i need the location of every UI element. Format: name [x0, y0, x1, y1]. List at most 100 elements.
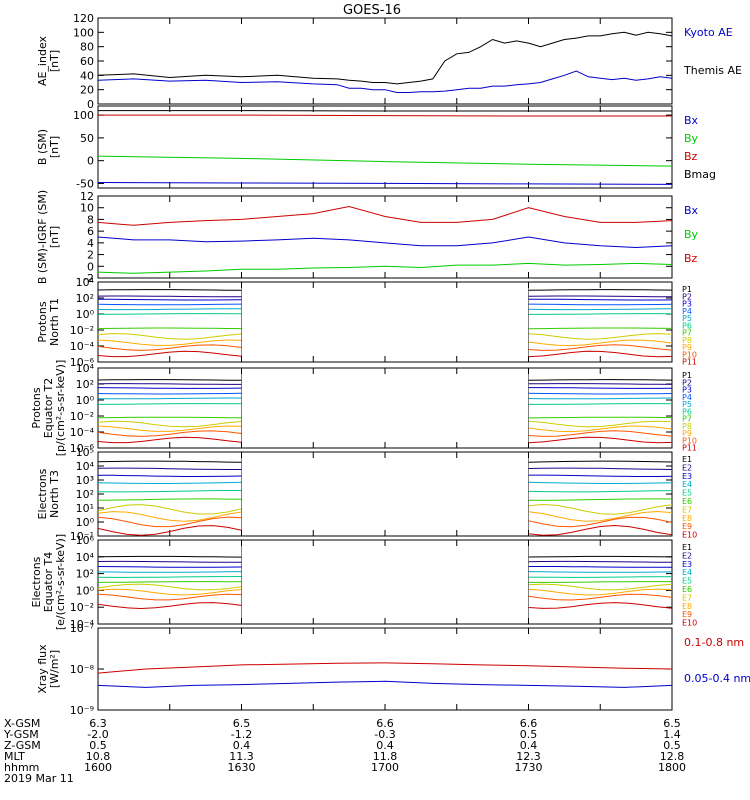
channel-6-E4-a [97, 481, 242, 484]
xaxis-row-label-Z-GSM: Z-GSM [4, 739, 41, 752]
channel-6-E8-b [528, 510, 673, 522]
series-1-Kyoto AE [97, 70, 673, 93]
channel-6-E5-b [528, 490, 673, 493]
ytick-label-1-5: 100 [73, 26, 94, 39]
channel-6-E6-a [97, 498, 242, 501]
xaxis-row-label-Y-GSM: Y-GSM [3, 728, 39, 741]
legend-4-P1: P1 [682, 285, 692, 294]
channel-4-P1-a [97, 289, 242, 291]
ylabel-5-1: Equator T2 [42, 378, 55, 438]
channel-5-P6-a [97, 403, 242, 405]
channel-4-P5-a [97, 308, 242, 311]
legend-4-P3: P3 [682, 300, 692, 309]
channel-6-E7-a [97, 504, 242, 515]
ytick-label-1-6: 120 [73, 12, 94, 25]
panel-frame-6 [97, 451, 673, 537]
xaxis-value-Y-GSM-4: 1.4 [663, 728, 681, 741]
xaxis-value-MLT-0: 10.8 [86, 750, 111, 763]
ytick-label-3-0: -2 [83, 272, 94, 285]
ylabel-7-1: Equator T4 [42, 552, 55, 612]
channel-6-E1-b [528, 460, 673, 463]
legend-6-E6: E6 [682, 497, 692, 506]
channel-7-E10-b [528, 602, 673, 609]
channel-6-E9-a [97, 516, 242, 528]
channel-7-E1-b [528, 555, 673, 558]
channel-5-P9-b [528, 425, 673, 433]
channel-7-E1-a [97, 555, 242, 558]
ylabel-6-1: North T3 [48, 470, 61, 518]
channel-5-P3-a [97, 387, 242, 389]
legend-1-0: Kyoto AE [684, 26, 733, 39]
channel-4-P10-a [97, 344, 242, 351]
ytick-label-7-3: 10² [76, 568, 94, 581]
ytick-label-6-6: 10⁵ [76, 446, 94, 459]
channel-6-E4-b [528, 481, 673, 484]
legend-5-P7: P7 [682, 415, 692, 424]
channel-6-E3-b [528, 474, 673, 477]
xaxis-value-X-GSM-3: 6.6 [520, 717, 538, 730]
xaxis-value-hhmm-2: 1700 [371, 761, 399, 774]
legend-5-P5: P5 [682, 400, 692, 409]
channel-6-E7-b [528, 503, 673, 515]
ytick-label-3-6: 10 [80, 202, 94, 215]
series-1-Themis AE [97, 31, 673, 85]
xaxis-value-Y-GSM-0: -2.0 [87, 728, 108, 741]
xaxis-value-Z-GSM-4: 0.5 [663, 739, 681, 752]
series-2-Bz [98, 114, 672, 117]
legend-6-E7: E7 [682, 505, 692, 514]
channel-4-P4-b [528, 303, 673, 306]
channel-5-P4-b [528, 392, 673, 395]
channel-4-P5-b [528, 308, 673, 311]
series-2-Bx [97, 182, 673, 185]
channel-5-P4-a [97, 392, 242, 395]
ytick-label-2-2: 50 [80, 132, 94, 145]
ytick-label-2-0: -50 [76, 177, 94, 190]
ytick-label-4-4: 10² [76, 292, 94, 305]
xaxis-value-hhmm-3: 1730 [515, 761, 543, 774]
xaxis-value-X-GSM-0: 6.3 [89, 717, 107, 730]
legend-2-1: By [684, 132, 699, 145]
channel-6-E9-b [528, 516, 673, 528]
legend-7-E7: E7 [682, 593, 692, 602]
channel-7-E7-a [97, 583, 242, 591]
channel-7-E4-b [528, 571, 673, 573]
legend-7-E9: E9 [682, 610, 692, 619]
legend-7-E4: E4 [682, 568, 692, 577]
ytick-label-1-2: 40 [80, 69, 94, 82]
legend-5-P1: P1 [682, 371, 692, 380]
legend-6-E1: E1 [682, 455, 692, 464]
ylabel-4-0: Protons [36, 301, 49, 342]
ytick-label-6-5: 10⁴ [76, 460, 95, 473]
channel-7-E8-b [528, 588, 673, 596]
channel-4-P8-a [97, 333, 242, 340]
ytick-label-8-2: 10⁻⁷ [70, 622, 94, 635]
ytick-label-1-3: 60 [80, 55, 94, 68]
channel-7-E5-a [97, 576, 242, 578]
legend-8-1: 0.05-0.4 nm [684, 672, 750, 685]
legend-4-P9: P9 [682, 343, 692, 352]
channel-5-P6-b [528, 403, 673, 405]
channel-4-P9-b [528, 339, 673, 347]
channel-5-P5-b [528, 397, 673, 400]
channel-7-E2-b [528, 560, 672, 563]
channel-4-P7-b [528, 327, 673, 330]
ytick-label-3-1: 0 [87, 260, 94, 273]
channel-4-P3-a [97, 298, 242, 301]
ytick-label-3-4: 6 [87, 225, 94, 238]
ytick-label-7-5: 10⁶ [76, 534, 95, 547]
xaxis-row-label-X-GSM: X-GSM [4, 717, 40, 730]
series-8-0.05-0.4 nm [97, 680, 673, 688]
panel-frame-2 [97, 105, 673, 189]
ytick-label-6-1: 10⁰ [76, 516, 95, 529]
legend-4-P4: P4 [682, 307, 692, 316]
legend-6-E2: E2 [682, 463, 692, 472]
ytick-label-3-3: 4 [87, 237, 94, 250]
legend-6-E8: E8 [682, 514, 692, 523]
ytick-label-7-2: 10⁰ [76, 584, 95, 597]
channel-4-P11-a [97, 350, 242, 358]
xaxis-value-MLT-4: 12.8 [660, 750, 685, 763]
ytick-label-1-1: 20 [80, 84, 94, 97]
xaxis-value-Z-GSM-1: 0.4 [233, 739, 251, 752]
ytick-label-3-5: 8 [87, 213, 94, 226]
legend-5-P10: P10 [682, 436, 697, 445]
